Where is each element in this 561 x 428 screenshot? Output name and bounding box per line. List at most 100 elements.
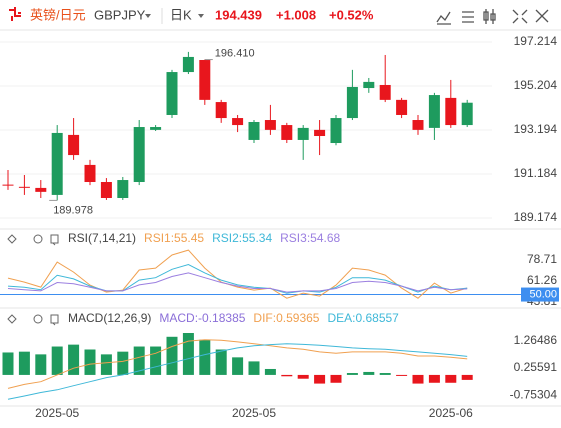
- macd-bar: [428, 374, 440, 383]
- macd-bar: [51, 346, 63, 375]
- x-tick-label: 2025-05: [232, 406, 276, 420]
- candle-body: [248, 121, 260, 140]
- indicator-title: RSI(7,14,21): [68, 231, 136, 245]
- dropdown-arrow[interactable]: [145, 14, 151, 18]
- macd-bar: [396, 374, 408, 376]
- candle-body: [363, 81, 375, 89]
- indicator-line: [7, 249, 468, 299]
- macd-bar: [117, 351, 129, 375]
- period[interactable]: 日K: [170, 7, 192, 22]
- candle-body: [2, 184, 14, 186]
- y-tick-label: 1.26486: [514, 333, 558, 347]
- tick-highlight: [521, 287, 559, 302]
- macd-bar: [133, 346, 145, 375]
- macd-bar: [445, 374, 457, 383]
- x-tick-label: 2025-05: [35, 406, 79, 420]
- legend-entry: RSI3:54.68: [280, 231, 340, 245]
- y-tick-label: 50.00: [529, 288, 557, 300]
- candle-body: [100, 182, 112, 198]
- change: +1.008: [276, 7, 316, 22]
- legend-entry: DEA:0.68557: [327, 311, 399, 325]
- candle-body: [232, 118, 244, 126]
- macd-bar: [100, 354, 112, 375]
- macd-bar: [199, 339, 211, 375]
- indicator-line: [7, 339, 468, 389]
- annotation: 189.978: [53, 204, 93, 216]
- y-tick-label: 191.184: [514, 166, 558, 180]
- candle-body: [346, 86, 358, 119]
- macd-bar: [215, 349, 227, 375]
- macd-bar: [68, 344, 80, 375]
- candle-body: [199, 60, 211, 100]
- settings-icon[interactable]: [33, 314, 43, 324]
- macd-bar: [166, 336, 178, 375]
- y-tick-label: 193.194: [514, 122, 558, 136]
- macd-bar: [330, 374, 342, 383]
- indicator-line: [7, 263, 468, 294]
- legend-entry: RSI2:55.34: [212, 231, 272, 245]
- indicator-title: MACD(12,26,9): [68, 311, 151, 325]
- candle-body: [166, 72, 178, 115]
- indicator-icon[interactable]: [50, 314, 59, 326]
- macd-bar: [18, 351, 30, 375]
- close-button[interactable]: [535, 9, 549, 23]
- candle-body: [281, 125, 293, 140]
- y-tick-label: 189.174: [514, 210, 558, 224]
- macd-bar: [84, 349, 96, 375]
- macd-bar: [363, 371, 375, 375]
- macd-bar: [297, 374, 309, 379]
- y-tick-label: 195.204: [514, 78, 558, 92]
- candle-body: [412, 120, 424, 130]
- hide-icon[interactable]: [7, 234, 17, 244]
- candle-body: [379, 84, 391, 100]
- macd-bar: [232, 357, 244, 375]
- candle-body: [297, 127, 309, 140]
- macd-bar: [264, 368, 276, 375]
- dropdown-arrow[interactable]: [198, 14, 204, 18]
- macd-bar: [2, 352, 14, 375]
- y-tick-label: 78.71: [527, 252, 557, 266]
- candle-body: [330, 118, 342, 144]
- candle-body: [51, 132, 63, 195]
- candle-body: [182, 56, 194, 73]
- macd-bar: [150, 346, 162, 375]
- settings-icon[interactable]: [33, 234, 43, 244]
- macd-bar: [182, 333, 194, 375]
- macd-bar: [314, 374, 326, 384]
- candle-body: [264, 120, 276, 130]
- macd-bar: [281, 374, 293, 377]
- y-tick-label: 197.214: [514, 34, 558, 48]
- change-pct: +0.52%: [329, 7, 374, 22]
- settings-button[interactable]: [462, 11, 474, 23]
- macd-bar: [35, 354, 47, 375]
- fullscreen-button[interactable]: [512, 9, 528, 24]
- legend-entry: RSI1:55.45: [144, 231, 204, 245]
- instrument-symbol[interactable]: GBPJPY: [94, 7, 146, 22]
- macd-bar: [248, 361, 260, 375]
- y-tick-label: -0.75304: [510, 387, 558, 401]
- annotation: 196.410: [215, 47, 255, 59]
- y-tick-label: 0.25591: [514, 360, 558, 374]
- candle-body: [445, 97, 457, 126]
- indicator-icon[interactable]: [50, 234, 59, 246]
- indicator-line: [7, 343, 468, 400]
- candle-body: [35, 187, 47, 192]
- candle-body: [314, 129, 326, 137]
- macd-bar: [461, 374, 473, 380]
- instrument-name[interactable]: 英镑/日元: [30, 7, 86, 22]
- header: 英镑/日元 GBPJPY 日K 194.439 +1.008 +0.52%: [9, 7, 549, 25]
- candle-type-button[interactable]: [483, 9, 496, 24]
- candle-body: [428, 95, 440, 128]
- indicator-line: [7, 272, 468, 293]
- candle-body: [150, 127, 162, 130]
- hide-icon[interactable]: [7, 314, 17, 324]
- indicator-button[interactable]: [436, 11, 451, 25]
- candle-body: [18, 186, 30, 188]
- candle-body: [396, 99, 408, 115]
- symbol-icon: [9, 7, 21, 21]
- legend-entry: DIF:0.59365: [253, 311, 319, 325]
- legend-entry: MACD:-0.18385: [159, 311, 245, 325]
- candle-body: [215, 102, 227, 119]
- y-tick-label: 61.26: [527, 273, 557, 287]
